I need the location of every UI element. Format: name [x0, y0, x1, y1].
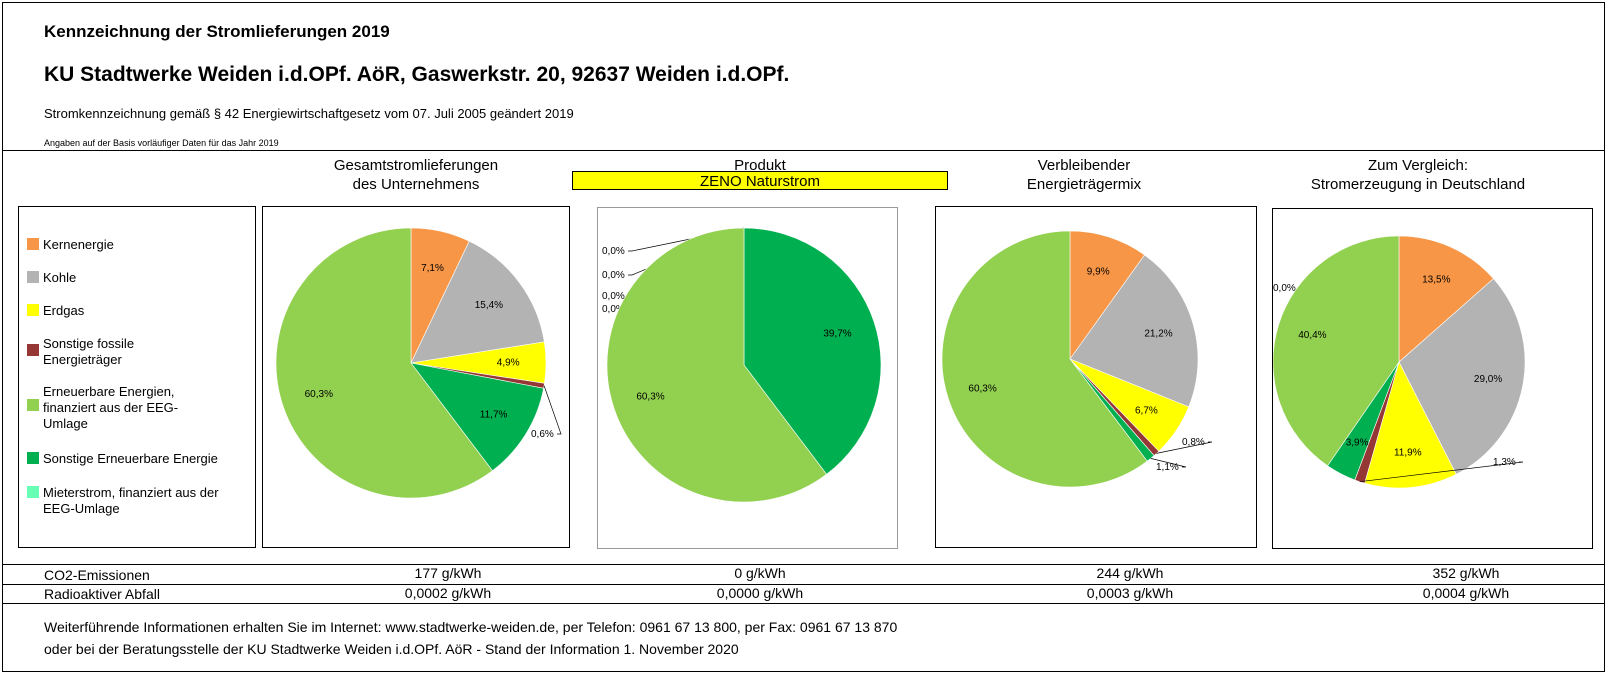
legend-label: Erdgas: [43, 303, 85, 318]
pie-chart-total: 7,1% 15,4% 4,9% 0,6% 11,7% 60,3%: [262, 206, 570, 548]
pie-leader-line: [1150, 458, 1187, 468]
co2-value-germany: 352 g/kWh: [1432, 565, 1500, 581]
column-header-remaining-line1: Verbleibender: [1037, 157, 1131, 174]
pie-chart-product: 0,0% 0,0% 0,0% 0,0% 39,7% 60,3%: [597, 207, 898, 549]
waste-value-total: 0,0002 g/kWh: [404, 585, 492, 601]
legend-swatch: [27, 452, 39, 464]
pie-chart-germany: 0,0% 13,5% 29,0% 11,9% 1,3% 3,9% 40,4%: [1272, 208, 1593, 549]
legend-swatch: [27, 238, 39, 250]
legend-swatch: [27, 399, 39, 411]
pie-data-label: 11,9%: [1394, 447, 1422, 458]
pie-slice: [275, 227, 493, 499]
pie-data-label: 29,0%: [1474, 374, 1502, 385]
pie-leader-line: [1156, 441, 1213, 454]
pie-slice: [410, 240, 545, 364]
column-header-germany-line1: Zum Vergleich:: [1367, 157, 1469, 174]
column-header-total-line1: Gesamtstromlieferungen: [333, 157, 499, 174]
pie-chart-remaining-svg: 9,9% 21,2% 6,7% 0,8% 1,1% 60,3%: [941, 230, 1213, 488]
pie-slice: [743, 227, 882, 475]
column-header-total: Gesamtstromlieferungen des Unternehmens: [268, 156, 564, 194]
pie-data-label: 1,3%: [1493, 457, 1516, 468]
pie-chart-total-svg: 7,1% 15,4% 4,9% 0,6% 11,7% 60,3%: [275, 227, 562, 499]
co2-label: CO2-Emissionen: [44, 567, 150, 583]
pie-data-label: 0,6%: [531, 429, 554, 440]
pie-data-label: 0,0%: [602, 304, 625, 315]
pie-data-label: 0,0%: [602, 246, 625, 257]
waste-label: Radioaktiver Abfall: [44, 586, 160, 602]
pie-data-label: 9,9%: [1087, 266, 1110, 277]
column-header-total-line2: des Unternehmens: [352, 176, 480, 193]
pie-data-label: 39,7%: [823, 329, 851, 340]
pie-data-label: 60,3%: [968, 383, 996, 394]
legend-swatch: [27, 304, 39, 316]
pie-chart-product-svg: 0,0% 0,0% 0,0% 0,0% 39,7% 60,3%: [602, 227, 882, 503]
column-header-remaining-line2: Energieträgermix: [1026, 176, 1142, 193]
document-title: Kennzeichnung der Stromlieferungen 2019: [44, 22, 390, 41]
column-header-germany-line2: Stromerzeugung in Deutschland: [1310, 176, 1526, 193]
footer-contact-line: Weiterführende Informationen erhalten Si…: [44, 619, 898, 635]
pie-slice: [606, 227, 828, 503]
pie-slice: [1364, 361, 1457, 489]
pie-data-label: 15,4%: [475, 300, 503, 311]
pie-data-label: 60,3%: [305, 389, 333, 400]
pie-slice: [1398, 235, 1494, 363]
company-name: KU Stadtwerke Weiden i.d.OPf. AöR, Gaswe…: [44, 63, 790, 86]
pie-data-label: 21,2%: [1144, 328, 1172, 339]
pie-slice: [1273, 235, 1400, 467]
column-header-product-line1: Produkt: [734, 157, 786, 174]
column-header-product: Produkt: [572, 156, 948, 175]
column-header-remaining: Verbleibender Energieträgermix: [936, 156, 1232, 194]
column-header-germany: Zum Vergleich: Stromerzeugung in Deutsch…: [1270, 156, 1566, 194]
pie-data-label: 0,0%: [1273, 283, 1296, 294]
pie-data-label: 0,0%: [602, 270, 625, 281]
co2-value-remaining: 244 g/kWh: [1096, 565, 1164, 581]
footer-consultation-line: oder bei der Beratungsstelle der KU Stad…: [44, 641, 739, 657]
legend-label: Erneuerbare Energien, finanziert aus der…: [43, 384, 179, 431]
pie-chart-remaining: 9,9% 21,2% 6,7% 0,8% 1,1% 60,3%: [935, 206, 1257, 548]
basis-note: Angaben auf der Basis vorläufiger Daten …: [44, 138, 279, 148]
co2-value-total: 177 g/kWh: [414, 565, 482, 581]
pie-data-label: 13,5%: [1422, 274, 1450, 285]
pie-slice: [1069, 254, 1199, 408]
pie-leader-line: [543, 385, 562, 435]
legend-label: Sonstige fossile Energieträger: [43, 336, 135, 367]
pie-data-label: 6,7%: [1135, 406, 1158, 417]
pie-data-label: 11,7%: [480, 409, 508, 420]
divider-top: [2, 150, 1605, 151]
pie-slice: [1069, 230, 1145, 360]
waste-value-germany: 0,0004 g/kWh: [1422, 585, 1510, 601]
pie-data-label: 40,4%: [1298, 330, 1326, 341]
pie-data-label: 4,9%: [497, 358, 520, 369]
chart-legend: Kernenergie Kohle Erdgas Sonstige fossil…: [18, 206, 256, 548]
legend-swatch: [27, 486, 39, 498]
legend-label: Kernenergie: [43, 237, 114, 252]
legend-label: Sonstige Erneuerbare Energie: [43, 451, 218, 466]
pie-slice: [941, 230, 1148, 488]
waste-value-product: 0,0000 g/kWh: [716, 585, 804, 601]
pie-data-label: 60,3%: [636, 391, 664, 402]
waste-value-remaining: 0,0003 g/kWh: [1086, 585, 1174, 601]
pie-leader-line: [1359, 461, 1524, 483]
co2-value-product: 0 g/kWh: [734, 565, 786, 581]
legend-swatch: [27, 271, 39, 283]
legend-label: Kohle: [43, 270, 77, 285]
product-name-box: ZENO Naturstrom: [572, 171, 948, 190]
pie-slice: [1398, 278, 1526, 475]
divider-table-top: [2, 564, 1605, 565]
pie-chart-germany-svg: 0,0% 13,5% 29,0% 11,9% 1,3% 3,9% 40,4%: [1273, 235, 1526, 489]
pie-data-label: 3,9%: [1346, 437, 1369, 448]
divider-table-middle: [2, 584, 1605, 585]
pie-data-label: 0,8%: [1182, 437, 1205, 448]
pie-data-label: 7,1%: [421, 263, 444, 274]
legend-label: Mieterstrom, finanziert aus der EEG-Umla…: [43, 485, 219, 516]
pie-data-label: 0,0%: [602, 291, 625, 302]
divider-table-bottom: [2, 603, 1605, 604]
pie-slice: [410, 362, 544, 472]
pie-data-label: 1,1%: [1156, 462, 1179, 473]
legal-subtitle: Stromkennzeichnung gemäß § 42 Energiewir…: [44, 106, 574, 121]
legend-swatch: [27, 344, 39, 356]
